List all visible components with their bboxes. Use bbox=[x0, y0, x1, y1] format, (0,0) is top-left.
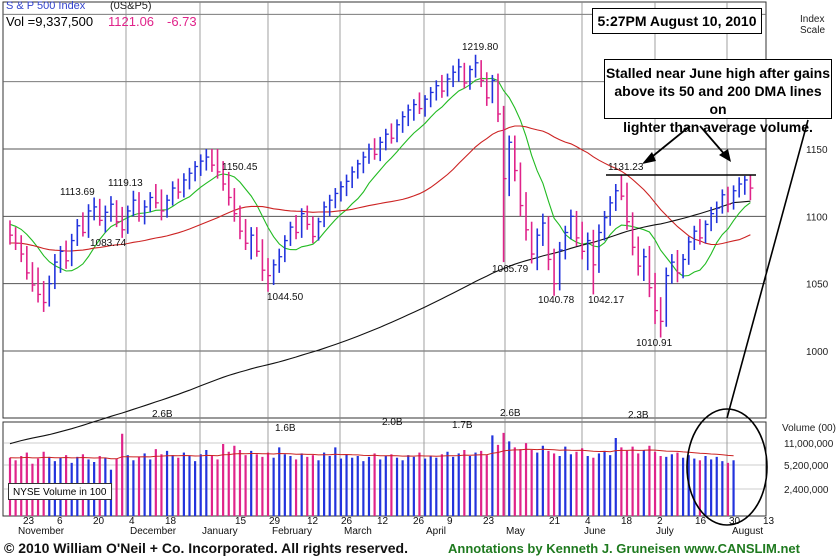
copyright-text: © 2010 William O'Neil + Co. Incorporated… bbox=[4, 540, 408, 556]
index-scale-label: Index Scale bbox=[800, 14, 825, 36]
x-day-tick: 9 bbox=[447, 516, 453, 527]
x-day-tick: 4 bbox=[129, 516, 135, 527]
annotation-line: above its 50 and 200 DMA lines on bbox=[614, 83, 822, 117]
volume-peak-label: 1.6B bbox=[275, 423, 296, 434]
arrow-head bbox=[719, 149, 731, 162]
volume-title: Volume (00) bbox=[782, 423, 836, 434]
volume-peak-label: 2.6B bbox=[500, 408, 521, 419]
annotation-line: lighter than average volume. bbox=[623, 119, 813, 135]
ma-200-line bbox=[9, 200, 751, 445]
x-month-label: March bbox=[344, 526, 372, 537]
x-day-tick: 26 bbox=[413, 516, 425, 527]
x-month-label: July bbox=[656, 526, 674, 537]
price-point-label: 1083.74 bbox=[90, 238, 127, 249]
chart-labels: 1000 1050 1100 1150 11,000,000 5,200,000 2,400… bbox=[18, 42, 834, 537]
annotation-pointer-line bbox=[726, 119, 809, 419]
y-tick-label: 1050 bbox=[806, 280, 829, 291]
annotation-overlay bbox=[606, 119, 809, 526]
volume-tick-label: 5,200,000 bbox=[784, 461, 829, 472]
x-month-label: November bbox=[18, 526, 65, 537]
y-tick-label: 1000 bbox=[806, 347, 829, 358]
price-bars bbox=[9, 54, 754, 338]
x-day-tick: 4 bbox=[585, 516, 591, 527]
x-day-tick: 18 bbox=[165, 516, 177, 527]
x-day-tick: 2 bbox=[657, 516, 663, 527]
price-point-label: 1131.23 bbox=[608, 162, 644, 173]
x-day-tick: 13 bbox=[763, 516, 775, 527]
volume-bars bbox=[8, 432, 735, 516]
price-readout: 1121.06 bbox=[108, 14, 155, 29]
y-tick-label: 1100 bbox=[806, 212, 828, 223]
x-day-tick: 16 bbox=[695, 516, 707, 527]
price-point-label: 1040.78 bbox=[538, 295, 575, 306]
volume-tick-label: 2,400,000 bbox=[784, 485, 829, 496]
price-point-label: 1044.50 bbox=[267, 292, 304, 303]
x-day-tick: 29 bbox=[269, 516, 281, 527]
x-day-tick: 21 bbox=[549, 516, 561, 527]
arrow-head bbox=[642, 152, 656, 164]
x-day-tick: 30 bbox=[729, 516, 741, 527]
volume-peak-label: 2.6B bbox=[152, 409, 173, 420]
price-point-label: 1113.69 bbox=[60, 187, 95, 198]
symbol-code: (0S&P5) bbox=[110, 0, 152, 12]
volume-peak-label: 2.0B bbox=[382, 417, 403, 428]
y-tick-label: 1150 bbox=[806, 145, 828, 156]
scale-label-line: Scale bbox=[800, 25, 826, 36]
annotation-credit: Annotations by Kenneth J. Gruneisen www.… bbox=[448, 541, 800, 556]
volume-peak-label: 2.3B bbox=[628, 410, 649, 421]
price-point-label: 1042.17 bbox=[588, 295, 625, 306]
x-month-label: February bbox=[272, 526, 312, 537]
volume-average-line bbox=[9, 448, 734, 460]
price-point-label: 1150.45 bbox=[222, 162, 258, 173]
annotation-box: Stalled near June high after gains above… bbox=[604, 59, 832, 135]
price-point-label: 1065.79 bbox=[492, 264, 529, 275]
annotation-arrow bbox=[699, 125, 727, 157]
nyse-volume-label: NYSE Volume in 100 bbox=[8, 483, 112, 500]
volume-highlight-ellipse bbox=[686, 408, 768, 526]
price-point-label: 1010.91 bbox=[636, 338, 673, 349]
x-day-tick: 20 bbox=[93, 516, 105, 527]
price-point-label: 1119.13 bbox=[108, 178, 143, 189]
symbol-label: S & P 500 Index bbox=[6, 0, 86, 12]
volume-tick-label: 11,000,000 bbox=[784, 439, 834, 450]
price-point-label: 1219.80 bbox=[462, 42, 499, 53]
annotation-arrow bbox=[647, 125, 691, 161]
x-day-tick: 12 bbox=[307, 516, 319, 527]
price-panel-frame bbox=[2, 1, 767, 419]
x-day-tick: 12 bbox=[377, 516, 389, 527]
x-month-label: August bbox=[732, 526, 763, 537]
x-month-label: June bbox=[584, 526, 606, 537]
x-day-tick: 26 bbox=[341, 516, 353, 527]
x-month-label: April bbox=[426, 526, 446, 537]
x-month-label: May bbox=[506, 526, 525, 537]
x-day-tick: 23 bbox=[23, 516, 35, 527]
x-day-tick: 23 bbox=[483, 516, 495, 527]
scale-label-line: Index bbox=[800, 14, 825, 25]
x-month-label: December bbox=[130, 526, 177, 537]
x-day-tick: 6 bbox=[57, 516, 63, 527]
x-month-label: January bbox=[202, 526, 238, 537]
x-day-tick: 15 bbox=[235, 516, 247, 527]
annotation-line: Stalled near June high after gains bbox=[605, 65, 831, 81]
x-day-tick: 18 bbox=[621, 516, 633, 527]
change-readout: -6.73 bbox=[167, 14, 197, 29]
timestamp-box: 5:27PM August 10, 2010 bbox=[592, 8, 762, 34]
volume-readout: Vol =9,337,500 bbox=[6, 14, 94, 29]
volume-peak-label: 1.7B bbox=[452, 420, 473, 431]
volume-panel-frame bbox=[2, 421, 767, 517]
